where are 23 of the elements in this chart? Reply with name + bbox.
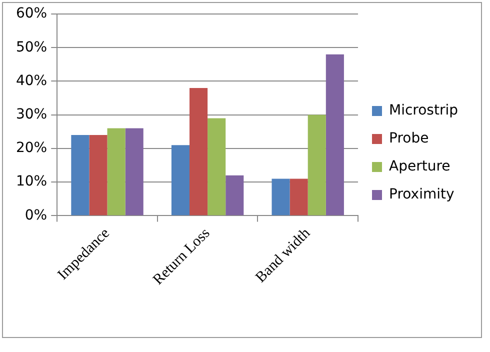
y-tick-label: 0% [24,207,48,224]
y-tick-label: 40% [16,72,48,89]
bar [190,88,208,216]
bar [326,54,344,216]
bar [71,135,90,216]
y-tick-label: 30% [16,106,48,122]
y-tick-label: 10% [16,174,48,190]
bar [171,145,190,216]
y-tick-label: 50% [16,39,48,56]
legend-label: Microstrip [389,102,458,119]
bar [308,114,326,216]
legend-label: Proximity [389,186,454,203]
legend-label: Probe [389,130,429,147]
y-tick-label: 20% [16,140,48,156]
bar [272,178,290,216]
bar [107,128,126,216]
bar [89,135,108,216]
bar [125,128,144,216]
bar [208,118,226,216]
legend-label: Aperture [389,158,450,175]
bar [290,178,308,216]
y-tick-label: 60% [16,6,48,22]
bar [226,175,244,216]
